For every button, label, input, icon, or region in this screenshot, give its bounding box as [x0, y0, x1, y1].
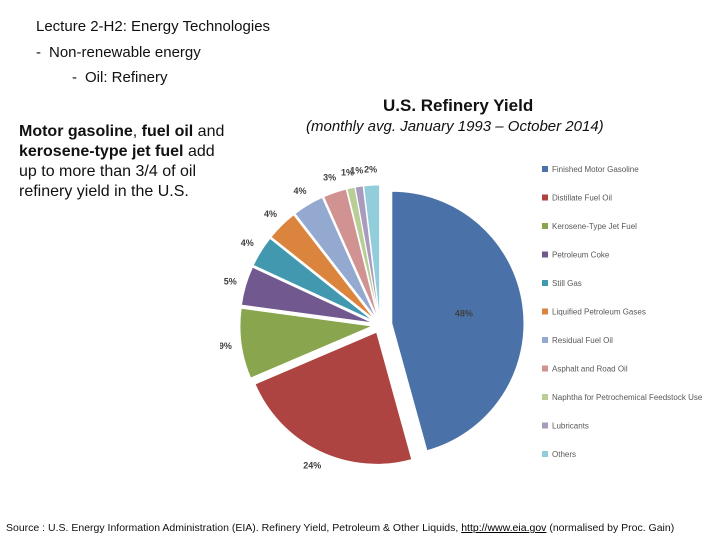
summary-part: , [132, 123, 142, 140]
pie-label-lubricants: 1% [350, 166, 363, 176]
bullet-level-1: - Non-renewable energy [36, 44, 201, 61]
pie-slice-still-gas [252, 237, 374, 322]
lecture-topic: : Energy Technologies [122, 18, 271, 35]
pie-slice-lubricants [354, 185, 380, 318]
pie-label-residual-fuel-oil: 4% [293, 186, 306, 196]
legend-label-asphalt-and-road-oil: Asphalt and Road Oil [552, 365, 628, 374]
legend-swatch-liquified-petroleum-gases [542, 308, 548, 315]
legend-label-kerosene-type-jet-fuel: Kerosene-Type Jet Fuel [552, 222, 637, 231]
legend-label-naphtha-for-petrochemical-feedstock-use: Naphtha for Petrochemical Feedstock Use [552, 393, 703, 402]
bullet-dash: - [36, 44, 41, 61]
pie-label-asphalt-and-road-oil: 3% [323, 172, 336, 182]
summary-part: Motor gasoline [19, 123, 133, 140]
pie-label-naphtha-for-petrochemical-feedstock-use: 1% [341, 167, 354, 177]
source-prefix: Source : U.S. Energy Information Adminis… [6, 522, 462, 534]
pie-slice-liquified-petroleum-gases [270, 214, 375, 320]
pie-slice-petroleum-coke [241, 266, 373, 324]
legend-swatch-naphtha-for-petrochemical-feedstock-use [542, 394, 548, 400]
pie-slice-others [363, 184, 380, 318]
legend-swatch-lubricants [542, 422, 548, 429]
source-suffix: (normalised by Proc. Gain) [546, 522, 675, 534]
pie-chart: 48%24%9%5%4%4%4%3% 1%1% 2% Finished Motor G… [220, 164, 703, 471]
pie-label-petroleum-coke: 5% [224, 276, 237, 286]
legend-swatch-finished-motor-gasoline [542, 166, 548, 172]
pie-label-liquified-petroleum-gases: 4% [264, 209, 277, 219]
legend-swatch-petroleum-coke [542, 251, 548, 258]
pie-label-still-gas: 4% [241, 238, 254, 248]
bullet-text: Oil: Refinery [85, 69, 168, 86]
bullet-text: Non-renewable energy [49, 44, 201, 61]
legend-swatch-others [542, 451, 548, 457]
legend-label-distillate-fuel-oil: Distillate Fuel Oil [552, 194, 612, 203]
legend-label-still-gas: Still Gas [552, 279, 582, 288]
legend-swatch-still-gas [542, 280, 548, 286]
pie-slice-naphtha-for-petrochemical-feedstock-use [346, 186, 379, 318]
pie-label-others: 2% [364, 164, 377, 174]
pie-slice-asphalt-and-road-oil [323, 188, 378, 318]
pie-slice-distillate-fuel-oil [254, 331, 413, 465]
pie-slice-kerosene-type-jet-fuel [239, 307, 374, 379]
legend-swatch-kerosene-type-jet-fuel [542, 223, 548, 229]
summary-part: add up to more than 3/4 of oil refinery … [19, 143, 215, 200]
pie-label-distillate-fuel-oil: 24% [303, 461, 321, 471]
lecture-title: Lecture 2-H2: Energy Technologies [36, 18, 270, 35]
summary-text: Motor gasoline, fuel oil and kerosene-ty… [19, 122, 234, 202]
chart-title: U.S. Refinery Yield [383, 96, 534, 115]
pie-label-kerosene-type-jet-fuel: 9% [220, 341, 232, 351]
source-link[interactable]: http://www.eia.gov [461, 522, 547, 534]
pie-slice-finished-motor-gasoline [391, 190, 525, 452]
chart-subtitle: (monthly avg. January 1993 – October 201… [306, 118, 604, 135]
source-citation: Source : U.S. Energy Information Adminis… [6, 522, 674, 534]
legend-label-finished-motor-gasoline: Finished Motor Gasoline [552, 165, 639, 174]
legend-label-others: Others [552, 450, 576, 459]
legend-label-liquified-petroleum-gases: Liquified Petroleum Gases [552, 308, 646, 317]
legend-swatch-residual-fuel-oil [542, 337, 548, 343]
legend-label-petroleum-coke: Petroleum Coke [552, 251, 610, 260]
bullet-dash: - [72, 69, 77, 86]
summary-part: fuel oil [141, 123, 194, 140]
bullet-level-2: - Oil: Refinery [72, 69, 168, 86]
pie-slice-residual-fuel-oil [294, 197, 377, 319]
lecture-code: Lecture 2-H2 [36, 18, 123, 35]
legend-label-residual-fuel-oil: Residual Fuel Oil [552, 336, 613, 345]
pie-label-finished-motor-gasoline: 48% [455, 309, 473, 319]
legend-swatch-distillate-fuel-oil [542, 194, 548, 201]
summary-part: and [193, 123, 225, 140]
legend-label-lubricants: Lubricants [552, 422, 589, 431]
summary-part: kerosene-type jet fuel [19, 143, 184, 160]
legend-swatch-asphalt-and-road-oil [542, 365, 548, 372]
